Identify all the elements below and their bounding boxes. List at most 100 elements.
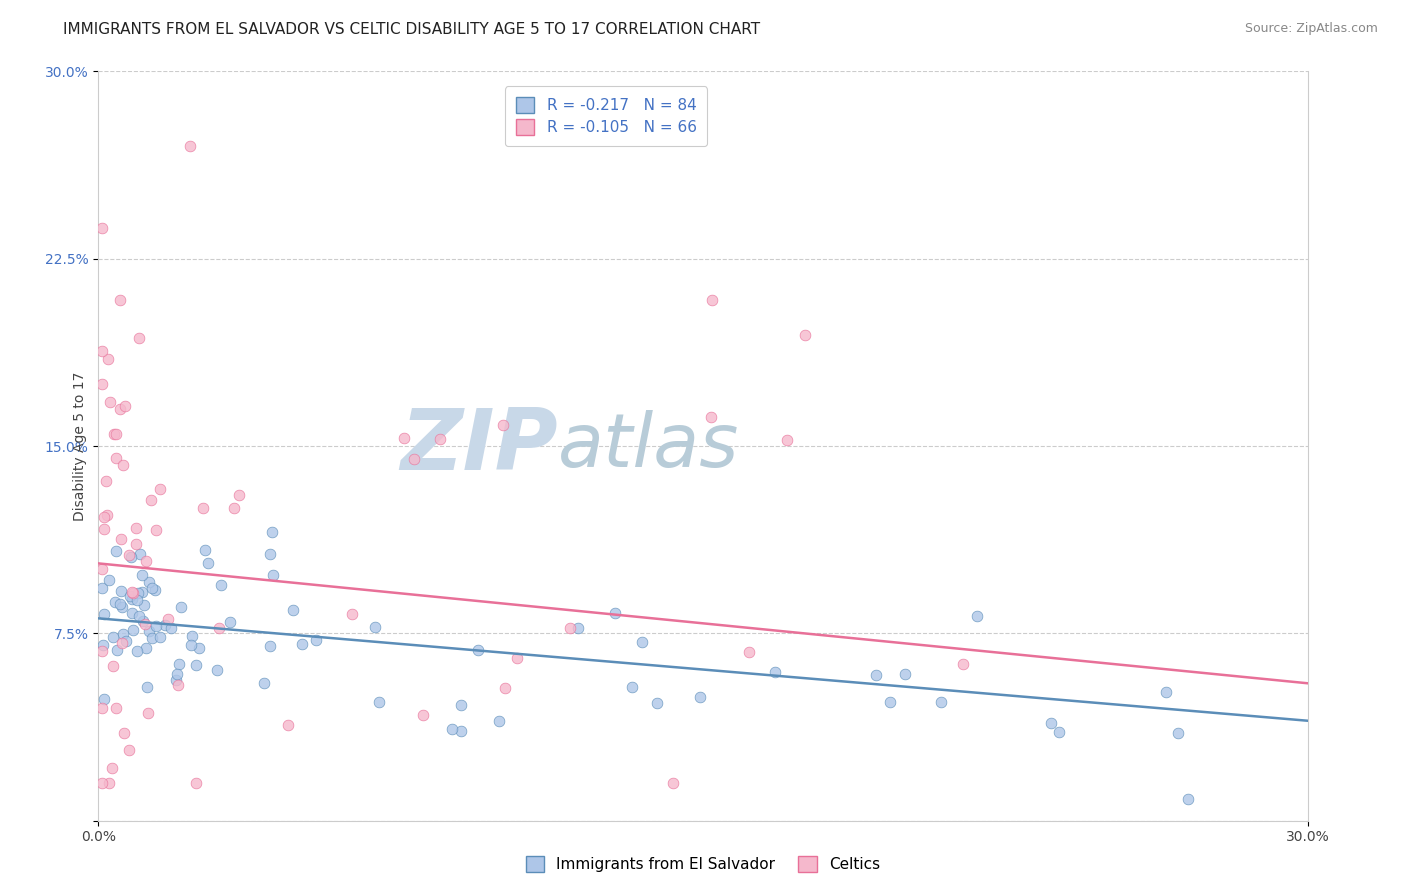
Point <box>134 640 156 655</box>
Point <box>112 627 135 641</box>
Y-axis label: Disability Age 5 to 17: Disability Age 5 to 17 <box>73 371 87 521</box>
Point <box>450 724 472 739</box>
Point <box>110 533 132 547</box>
Point <box>125 521 148 535</box>
Point <box>128 331 150 345</box>
Legend: Immigrants from El Salvador, Celtics: Immigrants from El Salvador, Celtics <box>519 848 887 880</box>
Point <box>865 668 887 682</box>
Point <box>364 620 387 634</box>
Point <box>894 667 917 681</box>
Point <box>94 474 117 488</box>
Point <box>108 401 131 416</box>
Point <box>122 585 145 599</box>
Point <box>136 706 159 720</box>
Point <box>121 585 143 599</box>
Point <box>143 582 166 597</box>
Point <box>228 488 250 502</box>
Point <box>118 743 141 757</box>
Point <box>219 615 242 630</box>
Point <box>167 657 190 671</box>
Point <box>305 633 328 648</box>
Point <box>661 776 683 790</box>
Point <box>209 578 232 592</box>
Point <box>167 678 190 692</box>
Point <box>966 608 988 623</box>
Point <box>194 543 217 558</box>
Point <box>340 607 363 622</box>
Point <box>129 547 152 561</box>
Point <box>138 624 160 639</box>
Text: Source: ZipAtlas.com: Source: ZipAtlas.com <box>1244 22 1378 36</box>
Point <box>107 643 129 657</box>
Point <box>160 621 183 635</box>
Point <box>645 696 668 710</box>
Point <box>93 638 115 652</box>
Point <box>131 585 153 599</box>
Point <box>91 344 114 359</box>
Point <box>506 651 529 665</box>
Point <box>103 426 125 441</box>
Point <box>104 544 127 558</box>
Point <box>98 395 121 409</box>
Point <box>91 221 114 235</box>
Point <box>738 645 761 659</box>
Point <box>184 776 207 790</box>
Text: IMMIGRANTS FROM EL SALVADOR VS CELTIC DISABILITY AGE 5 TO 17 CORRELATION CHART: IMMIGRANTS FROM EL SALVADOR VS CELTIC DI… <box>63 22 761 37</box>
Point <box>110 583 132 598</box>
Point <box>450 698 472 712</box>
Point <box>193 500 215 515</box>
Point <box>97 351 120 366</box>
Point <box>776 434 799 448</box>
Point <box>104 595 127 609</box>
Point <box>689 690 711 705</box>
Point <box>111 636 134 650</box>
Point <box>952 657 974 671</box>
Point <box>494 681 516 695</box>
Point <box>412 707 434 722</box>
Point <box>170 599 193 614</box>
Point <box>93 691 115 706</box>
Point <box>277 717 299 731</box>
Point <box>111 599 134 614</box>
Point <box>394 431 416 445</box>
Point <box>91 700 114 714</box>
Text: atlas: atlas <box>558 410 740 482</box>
Point <box>558 621 581 635</box>
Point <box>91 581 114 595</box>
Point <box>700 293 723 307</box>
Point <box>179 139 201 153</box>
Point <box>114 399 136 413</box>
Point <box>929 695 952 709</box>
Point <box>101 630 124 644</box>
Point <box>125 537 148 551</box>
Point <box>91 376 114 391</box>
Point <box>1177 791 1199 805</box>
Point <box>488 714 510 729</box>
Point <box>97 573 120 587</box>
Point <box>136 681 159 695</box>
Point <box>467 643 489 657</box>
Point <box>124 14 146 29</box>
Point <box>112 458 135 472</box>
Point <box>793 327 815 342</box>
Point <box>134 616 156 631</box>
Point <box>131 567 153 582</box>
Point <box>149 482 172 496</box>
Point <box>763 665 786 679</box>
Point <box>96 508 118 523</box>
Point <box>262 524 284 539</box>
Point <box>281 603 304 617</box>
Point <box>567 621 589 635</box>
Point <box>108 597 131 611</box>
Point <box>879 695 901 709</box>
Point <box>166 666 188 681</box>
Point <box>180 629 202 643</box>
Point <box>118 548 141 562</box>
Point <box>700 409 723 424</box>
Point <box>110 293 132 307</box>
Point <box>1167 726 1189 740</box>
Point <box>262 567 284 582</box>
Point <box>368 695 391 709</box>
Point <box>208 622 231 636</box>
Point <box>104 700 127 714</box>
